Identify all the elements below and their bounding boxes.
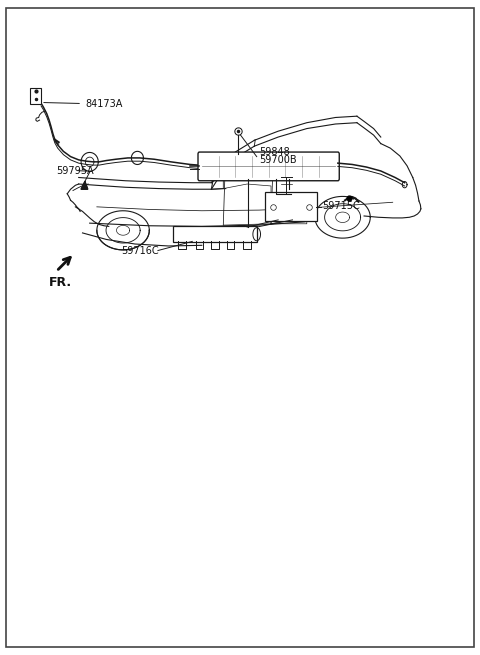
Text: FR.: FR. bbox=[49, 276, 72, 290]
FancyBboxPatch shape bbox=[173, 227, 257, 242]
Bar bbox=[31, 88, 41, 104]
Text: 84173A: 84173A bbox=[44, 99, 122, 109]
FancyBboxPatch shape bbox=[198, 152, 339, 181]
Text: 59795A: 59795A bbox=[56, 166, 94, 176]
Text: 59715C: 59715C bbox=[322, 201, 360, 211]
Text: 59700B: 59700B bbox=[259, 155, 297, 165]
FancyBboxPatch shape bbox=[265, 193, 317, 221]
Polygon shape bbox=[81, 181, 88, 189]
Text: 59716C: 59716C bbox=[121, 246, 159, 256]
Text: 59848: 59848 bbox=[259, 147, 290, 157]
